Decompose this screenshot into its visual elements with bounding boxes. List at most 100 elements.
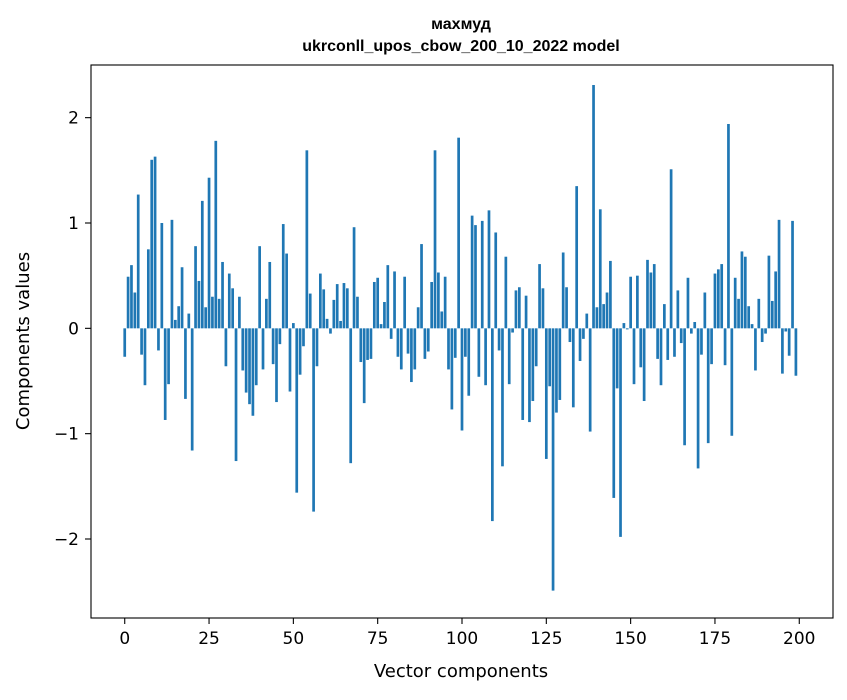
bar [420, 244, 423, 329]
bar [288, 328, 292, 392]
y-tick-label: 1 [68, 214, 79, 234]
bar [625, 328, 629, 330]
bar [743, 256, 747, 329]
bar [480, 220, 484, 329]
bar [453, 328, 457, 358]
bar [437, 272, 440, 329]
bar [484, 328, 487, 386]
plot-frame [90, 64, 834, 619]
bar [295, 328, 299, 493]
bar [356, 296, 359, 329]
bar [690, 328, 693, 334]
bar [754, 328, 757, 371]
bar [501, 328, 504, 467]
bar [238, 296, 241, 329]
bar [595, 307, 599, 329]
bar [561, 252, 565, 329]
bar [787, 328, 791, 356]
bar [379, 324, 383, 329]
bar [470, 215, 474, 329]
bar [673, 328, 676, 357]
bar [474, 225, 477, 329]
bar [157, 328, 160, 351]
bar [426, 328, 430, 352]
bar [609, 260, 612, 329]
bar [642, 328, 646, 402]
bar [258, 246, 261, 329]
bar [514, 290, 518, 329]
x-tick-label: 200 [783, 629, 815, 649]
bar [602, 304, 606, 329]
bar [770, 300, 774, 329]
bar [329, 328, 332, 334]
bar [177, 306, 181, 329]
bar [710, 328, 713, 365]
bar [366, 328, 369, 360]
bar [686, 277, 690, 329]
bar [646, 259, 649, 329]
bar [767, 255, 771, 329]
bar [730, 328, 734, 436]
bar [548, 328, 552, 387]
bar [416, 307, 420, 329]
bar [133, 292, 137, 329]
bars [123, 85, 798, 591]
bar [433, 150, 437, 329]
bar [285, 253, 288, 329]
bar [345, 288, 349, 329]
x-axis-label: Vector components [374, 661, 548, 682]
bar [784, 328, 788, 332]
bar [184, 328, 187, 399]
bar [278, 328, 282, 345]
bar [777, 219, 781, 329]
bar [359, 328, 363, 363]
bar [123, 328, 127, 357]
bar [207, 177, 211, 329]
bar [241, 328, 245, 371]
bar [244, 328, 248, 393]
bar [511, 328, 514, 333]
y-tick-label: 2 [68, 109, 79, 129]
y-axis-ticks: −2 −1 0 1 2 [54, 109, 91, 550]
bar [555, 328, 558, 413]
bar [153, 156, 157, 329]
bar [700, 328, 703, 355]
bar [217, 298, 221, 329]
bar [696, 328, 700, 469]
bar [528, 328, 531, 423]
bar [517, 287, 521, 329]
bar [369, 328, 373, 359]
bar [612, 328, 616, 498]
bar [170, 219, 174, 329]
bar [376, 277, 380, 329]
bar [794, 328, 798, 376]
bar [760, 328, 764, 343]
bar [464, 328, 467, 357]
bar [265, 298, 268, 329]
bar [524, 295, 528, 329]
bar [571, 328, 575, 408]
bar [140, 328, 143, 355]
bar [332, 299, 336, 329]
bar [494, 232, 498, 329]
y-tick-label: −1 [54, 425, 79, 445]
bar [747, 306, 751, 329]
bar [649, 272, 653, 329]
bar [652, 264, 656, 329]
bar [706, 328, 710, 444]
y-axis-label: Components values [13, 252, 34, 430]
bar [666, 328, 670, 360]
bar [335, 284, 339, 329]
bar [234, 328, 238, 462]
bar [497, 328, 501, 351]
bar [551, 328, 555, 591]
bar [224, 328, 228, 367]
bar [200, 200, 204, 329]
bar [716, 269, 720, 329]
bar [399, 328, 403, 370]
bar [720, 264, 724, 329]
bar [703, 292, 707, 329]
x-tick-label: 125 [530, 629, 562, 649]
x-tick-label: 175 [699, 629, 731, 649]
bar [622, 323, 626, 329]
